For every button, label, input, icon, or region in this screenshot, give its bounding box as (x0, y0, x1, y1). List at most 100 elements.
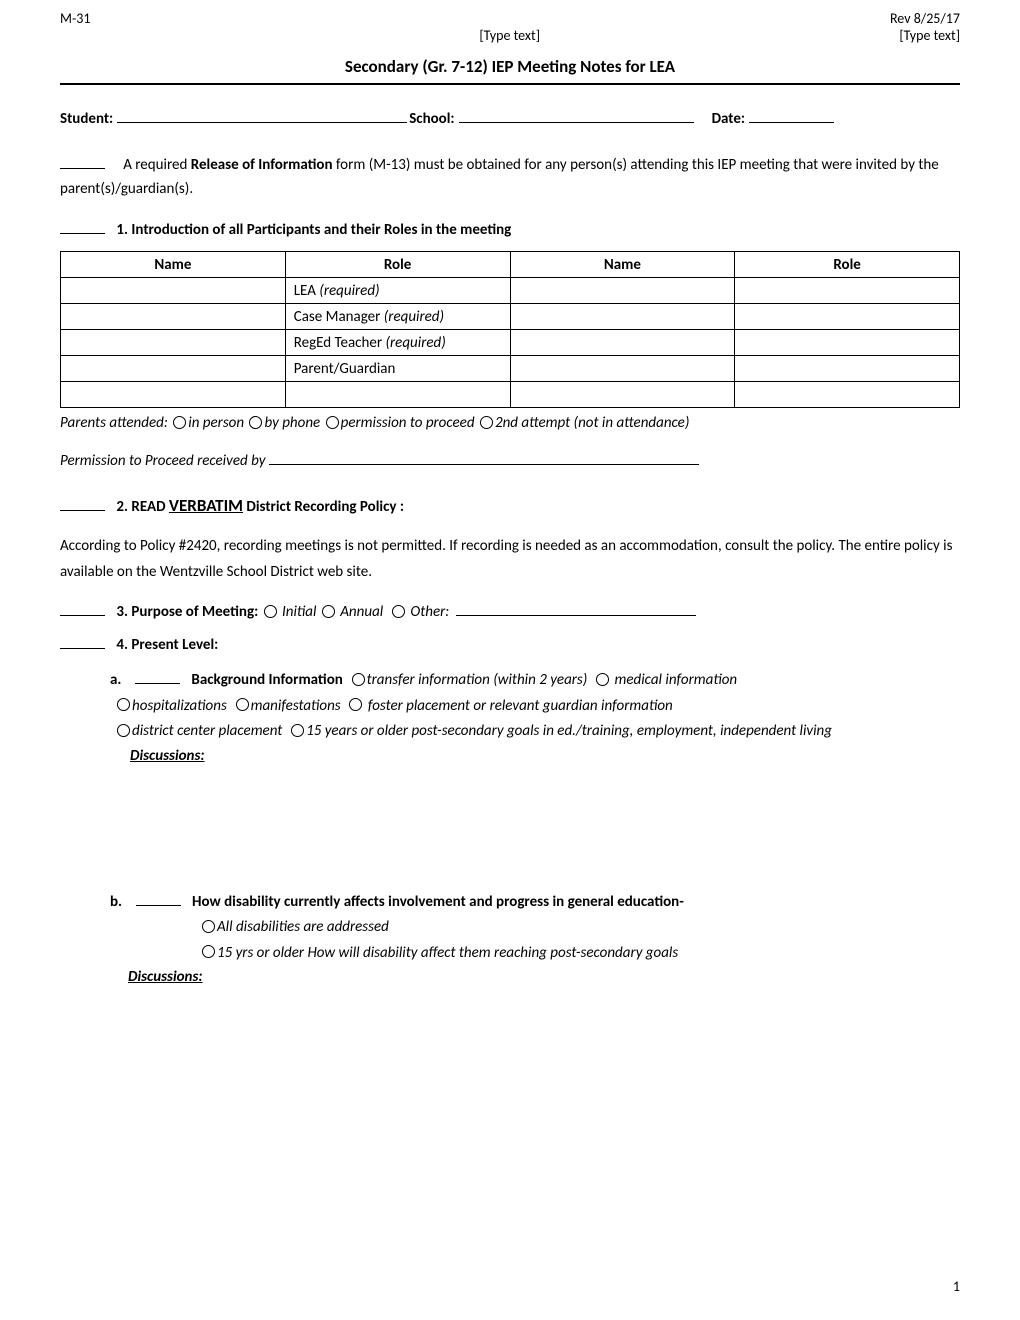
opt-hosp: hospitalizations (132, 697, 227, 715)
circle-15[interactable] (291, 724, 304, 737)
opt-b15: 15 yrs or older How will disability affe… (217, 944, 678, 962)
s1-blank[interactable] (60, 233, 105, 234)
opt-15: 15 years or older post-secondary goals i… (306, 722, 832, 740)
date-blank[interactable] (749, 122, 834, 123)
s4-blank[interactable] (60, 648, 105, 649)
section2: 2. READ VERBATIM District Recording Poli… (60, 495, 960, 516)
parents-attended-label: Parents attended: (60, 414, 168, 432)
other-blank[interactable] (456, 615, 696, 616)
header-row: M-31 Rev 8/25/17 (60, 10, 960, 27)
opt-inperson: in person (188, 414, 244, 432)
cm-req: (required) (384, 308, 444, 326)
table-row: Parent/Guardian (61, 356, 960, 382)
lea-req: (required) (319, 282, 379, 300)
header-code: M-31 (60, 10, 90, 27)
b-blank[interactable] (136, 905, 181, 906)
a-label: a. (110, 671, 121, 689)
cell[interactable] (61, 356, 286, 382)
cell-parent: Parent/Guardian (285, 356, 510, 382)
circle-inperson[interactable] (173, 416, 186, 429)
school-label: School: (409, 110, 454, 128)
student-blank[interactable] (117, 122, 407, 123)
school-blank[interactable] (459, 122, 694, 123)
cell[interactable] (735, 304, 960, 330)
cell[interactable] (735, 278, 960, 304)
s3-head: 3. Purpose of Meeting: (116, 603, 258, 621)
circle-all[interactable] (202, 920, 215, 933)
circle-initial[interactable] (264, 605, 277, 618)
cell[interactable] (61, 330, 286, 356)
opt-2nd: 2nd attempt (not in attendance) (495, 414, 689, 432)
table-row: Case Manager (required) (61, 304, 960, 330)
circle-other[interactable] (392, 605, 405, 618)
b-label: b. (110, 893, 122, 911)
student-label: Student: (60, 110, 113, 128)
section4: 4. Present Level: (60, 636, 960, 654)
opt-initial: Initial (279, 603, 317, 621)
page-number: 1 (953, 1278, 960, 1295)
circle-manifest[interactable] (236, 698, 249, 711)
reged-text: RegEd Teacher (294, 334, 386, 352)
table-header-row: Name Role Name Role (61, 252, 960, 278)
s3-blank[interactable] (60, 615, 105, 616)
a-bginfo: Background Information (191, 671, 342, 689)
permission-label: Permission to Proceed received by (60, 452, 269, 470)
parents-attended-line: Parents attended: in person by phone per… (60, 414, 960, 432)
page-title: Secondary (Gr. 7-12) IEP Meeting Notes f… (60, 56, 960, 85)
circle-2nd[interactable] (480, 416, 493, 429)
opt-all: All disabilities are addressed (217, 918, 389, 936)
cell[interactable] (735, 356, 960, 382)
cell[interactable] (735, 382, 960, 408)
cell[interactable] (61, 304, 286, 330)
item-b-line2: All disabilities are addressed (200, 915, 960, 941)
item-a-line2: hospitalizations manifestations foster p… (115, 694, 960, 720)
release-checkbox-blank[interactable] (60, 168, 105, 169)
permission-blank[interactable] (269, 464, 699, 465)
section3: 3. Purpose of Meeting: Initial Annual Ot… (60, 603, 960, 621)
cell[interactable] (61, 278, 286, 304)
circle-annual[interactable] (322, 605, 335, 618)
circle-permission[interactable] (326, 416, 339, 429)
cell-lea: LEA (required) (285, 278, 510, 304)
s2-blank[interactable] (60, 510, 105, 511)
cell[interactable] (510, 330, 735, 356)
cell[interactable] (735, 330, 960, 356)
table-row: LEA (required) (61, 278, 960, 304)
table-row (61, 382, 960, 408)
item-a: a. Background Information transfer infor… (110, 668, 960, 694)
field-line: Student: School: Date: (60, 110, 960, 128)
b-heading: How disability currently affects involve… (192, 893, 684, 911)
type-text-row: [Type text] [Type text] (60, 27, 960, 44)
th-name2: Name (510, 252, 735, 278)
circle-district[interactable] (117, 724, 130, 737)
release-para: A required Release of Information form (… (60, 153, 960, 201)
circle-byphone[interactable] (249, 416, 262, 429)
th-name1: Name (61, 252, 286, 278)
circle-b15[interactable] (202, 945, 215, 958)
participants-table-wrap: Name Role Name Role LEA (required) Case … (60, 251, 960, 408)
discussions-b: Discussions: (128, 968, 960, 986)
cell[interactable] (61, 382, 286, 408)
opt-medical: medical information (611, 671, 737, 689)
a-blank[interactable] (135, 683, 180, 684)
cell[interactable] (510, 278, 735, 304)
cell[interactable] (510, 304, 735, 330)
release-text-1: A required (123, 156, 191, 174)
cell[interactable] (285, 382, 510, 408)
circle-hosp[interactable] (117, 698, 130, 711)
opt-annual: Annual (337, 603, 383, 621)
item-b-line3: 15 yrs or older How will disability affe… (200, 941, 960, 967)
opt-permission: permission to proceed (341, 414, 475, 432)
opt-district: district center placement (132, 722, 282, 740)
circle-foster[interactable] (349, 698, 362, 711)
opt-foster: foster placement or relevant guardian in… (364, 697, 672, 715)
circle-transfer[interactable] (352, 673, 365, 686)
table-row: RegEd Teacher (required) (61, 330, 960, 356)
type-text-right: [Type text] (899, 27, 960, 44)
cell[interactable] (510, 382, 735, 408)
s4-head: 4. Present Level: (116, 636, 218, 654)
th-role1: Role (285, 252, 510, 278)
circle-medical[interactable] (596, 673, 609, 686)
cell[interactable] (510, 356, 735, 382)
th-role2: Role (735, 252, 960, 278)
